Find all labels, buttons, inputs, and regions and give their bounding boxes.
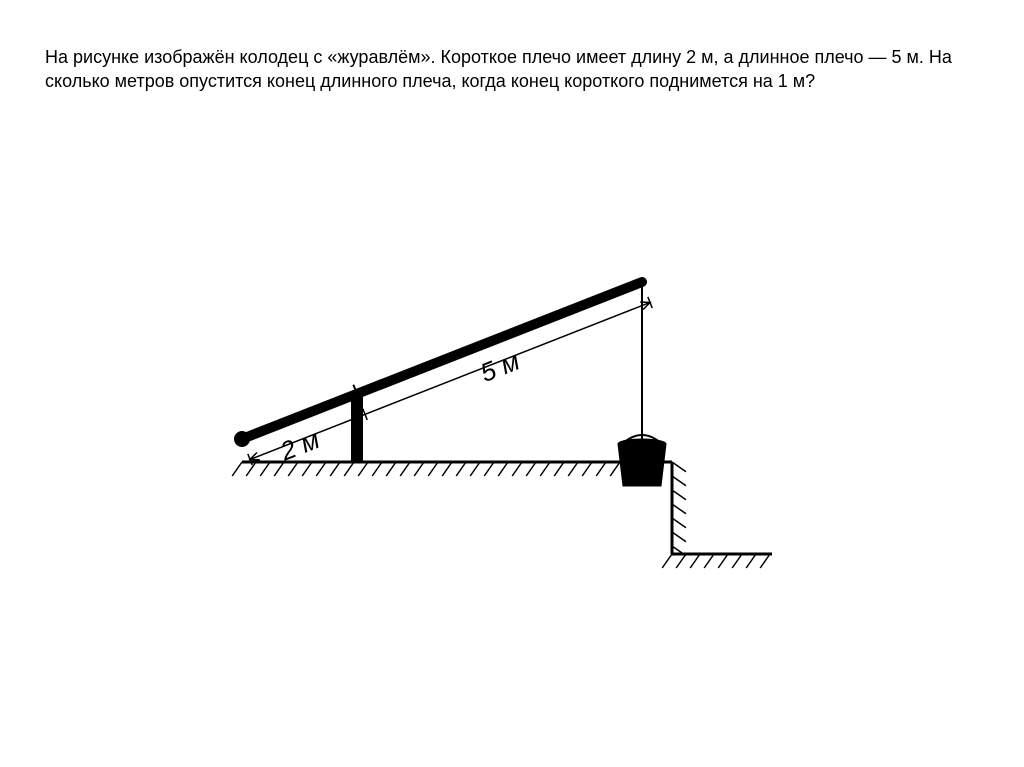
well-lever-diagram: 2 м 5 м <box>212 184 812 584</box>
label-long-arm: 5 м <box>476 345 524 387</box>
problem-text: На рисунке изображён колодец с «журавлём… <box>45 45 979 94</box>
figure-container: 2 м 5 м <box>45 184 979 584</box>
label-short-arm: 2 м <box>275 424 324 467</box>
